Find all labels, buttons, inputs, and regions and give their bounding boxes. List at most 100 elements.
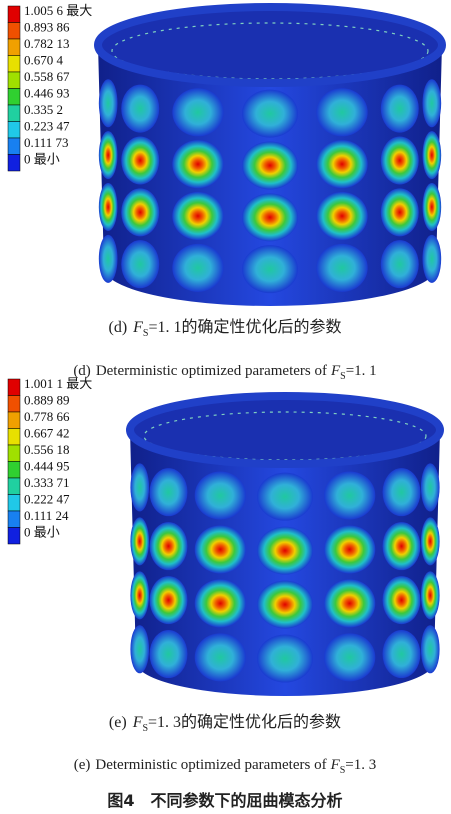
- buckle: [257, 473, 313, 521]
- panel: 1.005 6 最大0.893 86 0.782 130.670 4 0.558 6…: [8, 3, 442, 382]
- legend-swatch: [8, 39, 20, 56]
- buckle: [130, 517, 149, 565]
- caption-zh: (d)FS=1. 1的确定性优化后的参数: [108, 318, 341, 339]
- legend-swatch: [8, 412, 20, 429]
- legend-swatch: [8, 462, 20, 479]
- legend-label: 0.111 24: [24, 508, 69, 523]
- buckle: [150, 630, 188, 678]
- legend-label: 0.223 47: [24, 118, 70, 133]
- legend-swatch: [8, 445, 20, 462]
- caption-label: (e): [74, 757, 91, 773]
- buckle: [195, 633, 246, 681]
- buckle: [172, 192, 223, 240]
- caption-text: Deterministic optimized parameters of: [96, 363, 327, 379]
- legend-label: 0.782 13: [24, 36, 70, 51]
- caption-label: (d): [108, 319, 127, 336]
- buckle: [99, 183, 118, 231]
- buckle: [383, 576, 421, 624]
- buckle: [130, 625, 149, 673]
- caption-en: (d)Deterministic optimized parameters of…: [73, 363, 376, 382]
- buckle: [316, 88, 367, 136]
- legend-label: 0.335 2: [24, 102, 63, 117]
- buckle: [195, 471, 246, 519]
- buckle: [324, 633, 375, 681]
- buckle: [383, 630, 421, 678]
- buckle: [324, 579, 375, 627]
- panel: 1.001 1 最大0.889 890.778 660.667 420.556 …: [8, 376, 440, 776]
- buckle: [257, 581, 313, 629]
- buckle: [195, 525, 246, 573]
- legend-label: 0.556 18: [24, 442, 70, 457]
- legend-label: 0.893 86: [24, 19, 70, 34]
- caption-zh: (e)FS=1. 3的确定性优化后的参数: [109, 713, 341, 734]
- buckle: [121, 240, 159, 288]
- legend-label: 0.889 89: [24, 392, 70, 407]
- buckle: [242, 245, 298, 293]
- buckle: [383, 522, 421, 570]
- buckle: [121, 136, 159, 184]
- legend-swatch: [8, 105, 20, 122]
- figure-title: 图4 不同参数下的屈曲模态分析: [107, 791, 342, 810]
- buckle: [99, 235, 118, 283]
- buckle: [242, 193, 298, 241]
- legend-swatch: [8, 56, 20, 73]
- caption-text: =1. 1的确定性优化后的参数: [148, 318, 341, 336]
- buckle: [381, 188, 419, 236]
- legend-label: 0.444 95: [24, 458, 70, 473]
- buckle: [422, 79, 441, 127]
- buckle: [257, 527, 313, 575]
- buckle: [422, 183, 441, 231]
- legend-swatch: [8, 122, 20, 139]
- buckle: [172, 140, 223, 188]
- buckle: [421, 571, 440, 619]
- legend-label: 0.222 47: [24, 491, 70, 506]
- legend-label: 0.667 42: [24, 425, 70, 440]
- buckle: [421, 625, 440, 673]
- buckle: [150, 576, 188, 624]
- buckle: [381, 85, 419, 133]
- buckle: [172, 88, 223, 136]
- buckle: [316, 140, 367, 188]
- legend-swatch: [8, 495, 20, 512]
- caption-label: (e): [109, 714, 127, 731]
- legend-label: 0.111 73: [24, 135, 69, 150]
- buckle: [257, 635, 313, 683]
- buckle: [324, 525, 375, 573]
- caption-en: (e)Deterministic optimized parameters of…: [74, 757, 377, 776]
- figure: 1.005 6 最大0.893 86 0.782 130.670 4 0.558 6…: [0, 0, 451, 814]
- buckle: [421, 517, 440, 565]
- buckle: [130, 571, 149, 619]
- legend-label: 0.558 67: [24, 69, 70, 84]
- buckle: [150, 468, 188, 516]
- buckle: [242, 141, 298, 189]
- legend-swatch: [8, 511, 20, 528]
- legend-label: 0.446 93: [24, 85, 70, 100]
- legend-swatch: [8, 528, 20, 545]
- legend-swatch: [8, 396, 20, 413]
- legend-swatch: [8, 478, 20, 495]
- legend-swatch: [8, 72, 20, 89]
- buckle: [383, 468, 421, 516]
- buckle: [381, 240, 419, 288]
- legend-swatch: [8, 429, 20, 446]
- legend-swatch: [8, 379, 20, 396]
- caption-text: Deterministic optimized parameters of: [95, 757, 326, 773]
- legend-swatch: [8, 6, 20, 23]
- legend-swatch: [8, 138, 20, 155]
- buckle: [316, 192, 367, 240]
- legend-label: 1.001 1 最大: [24, 376, 92, 391]
- buckle: [130, 463, 149, 511]
- caption-text: =1. 3的确定性优化后的参数: [148, 713, 341, 731]
- buckle: [172, 244, 223, 292]
- legend-label: 1.005 6 最大: [24, 3, 92, 18]
- legend-label: 0.670 4: [24, 52, 64, 67]
- buckle: [121, 85, 159, 133]
- legend-label: 0 最小: [24, 151, 60, 166]
- buckling-model: [98, 7, 442, 306]
- buckle: [422, 131, 441, 179]
- buckle: [99, 131, 118, 179]
- legend-label: 0.333 71: [24, 475, 70, 490]
- buckle: [150, 522, 188, 570]
- caption-variable: F: [132, 714, 143, 731]
- buckle: [121, 188, 159, 236]
